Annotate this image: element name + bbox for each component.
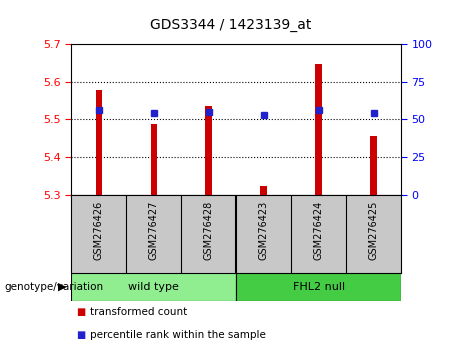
Text: wild type: wild type	[129, 282, 179, 292]
Text: transformed count: transformed count	[90, 307, 187, 316]
Text: GSM276426: GSM276426	[94, 201, 104, 260]
Text: ■: ■	[76, 307, 85, 316]
Text: GSM276425: GSM276425	[369, 201, 378, 260]
Text: GSM276424: GSM276424	[313, 201, 324, 260]
Bar	[151, 124, 157, 195]
Text: ▶: ▶	[59, 282, 67, 292]
Text: GSM276423: GSM276423	[259, 201, 269, 260]
Text: GSM276427: GSM276427	[149, 201, 159, 260]
Text: GSM276428: GSM276428	[204, 201, 214, 260]
Bar	[260, 187, 267, 195]
Text: percentile rank within the sample: percentile rank within the sample	[90, 330, 266, 339]
Text: GDS3344 / 1423139_at: GDS3344 / 1423139_at	[150, 18, 311, 32]
Bar	[71, 273, 236, 301]
Bar	[315, 64, 322, 195]
Bar	[370, 136, 377, 195]
Text: genotype/variation: genotype/variation	[5, 282, 104, 292]
Bar	[95, 90, 102, 195]
Bar	[206, 106, 212, 195]
Text: FHL2 null: FHL2 null	[293, 282, 345, 292]
Bar	[236, 273, 401, 301]
Text: ■: ■	[76, 330, 85, 339]
